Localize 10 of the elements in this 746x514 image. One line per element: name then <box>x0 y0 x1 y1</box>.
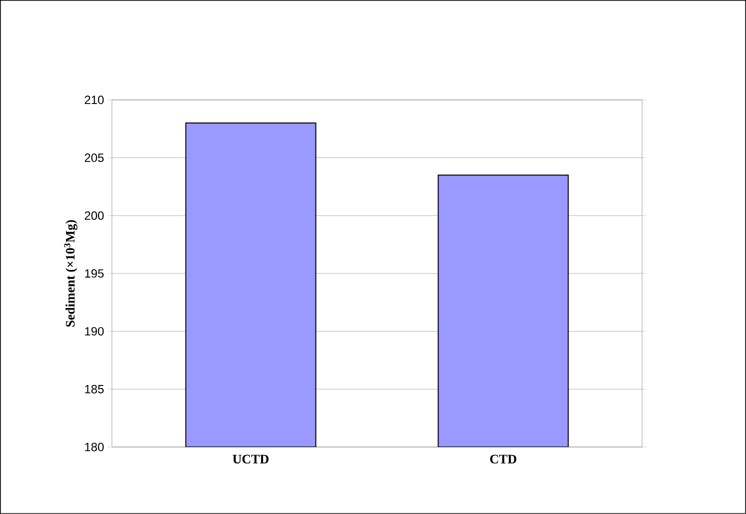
y-tick-label: 180 <box>85 442 104 452</box>
y-tick-label: 190 <box>85 327 104 336</box>
y-tick-label: 210 <box>84 96 104 104</box>
x-tick-label: CTD <box>490 454 516 464</box>
y-tick-label: 195 <box>85 269 104 278</box>
x-tick-label: UCTD <box>232 454 268 464</box>
y-tick-label: 205 <box>84 154 104 162</box>
text: Sediment (×10$^{3}$Mg) <box>64 220 78 327</box>
y-tick-label: 200 <box>84 211 104 220</box>
y-tick-label: 185 <box>85 384 104 394</box>
